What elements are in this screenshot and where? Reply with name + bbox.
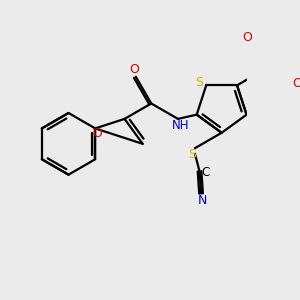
Text: O: O bbox=[129, 64, 139, 76]
Text: NH: NH bbox=[172, 119, 189, 132]
Text: S: S bbox=[195, 76, 203, 89]
Text: C: C bbox=[201, 167, 209, 179]
Text: O: O bbox=[92, 128, 102, 140]
Text: S: S bbox=[188, 148, 196, 161]
Text: O: O bbox=[292, 77, 300, 90]
Text: O: O bbox=[242, 31, 252, 44]
Text: N: N bbox=[198, 194, 207, 207]
